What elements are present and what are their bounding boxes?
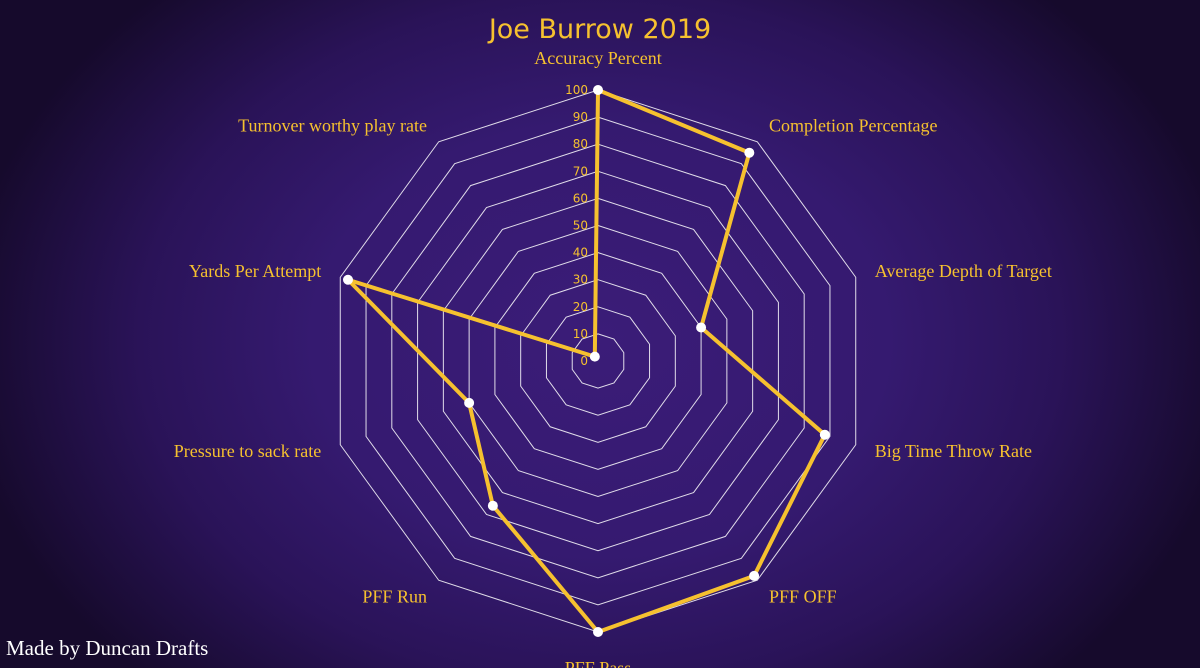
tick-label-50: 50 <box>573 219 588 233</box>
axis-label-accuracy-percent: Accuracy Percent <box>534 48 661 68</box>
data-point-average-depth-of-target <box>696 322 707 333</box>
tick-label-100: 100 <box>565 83 588 97</box>
data-point-yards-per-attempt <box>342 274 353 285</box>
data-point-pff-pass <box>593 627 603 637</box>
tick-label-10: 10 <box>573 327 588 341</box>
axis-label-big-time-throw-rate: Big Time Throw Rate <box>875 441 1032 461</box>
tick-label-60: 60 <box>573 191 588 205</box>
axis-label-pff-run: PFF Run <box>362 586 427 606</box>
axis-label-turnover-worthy-play-rate: Turnover worthy play rate <box>238 116 427 136</box>
tick-label-70: 70 <box>573 164 588 178</box>
grid-ring-40 <box>494 252 702 470</box>
axis-label-pff-off: PFF OFF <box>769 586 837 606</box>
axis-label-completion-percentage: Completion Percentage <box>769 116 937 136</box>
tick-label-20: 20 <box>573 300 588 314</box>
data-point-pff-run <box>487 500 498 511</box>
data-point-pff-off <box>749 570 760 581</box>
tick-label-90: 90 <box>573 110 588 124</box>
grid-ring-80 <box>391 143 805 579</box>
tick-label-0: 0 <box>580 354 588 368</box>
data-point-turnover-worthy-play-rate <box>589 351 600 362</box>
grid-ring-50 <box>468 224 728 498</box>
grid-ring-30 <box>520 279 676 443</box>
data-point-pressure-to-sack-rate <box>464 397 475 408</box>
grid-ring-20 <box>545 306 651 416</box>
axis-label-average-depth-of-target: Average Depth of Target <box>875 261 1052 281</box>
tick-label-30: 30 <box>573 273 588 287</box>
grid-ring-10 <box>571 333 625 389</box>
grid-ring-90 <box>365 116 831 606</box>
grid-ring-70 <box>417 170 779 552</box>
axis-label-pressure-to-sack-rate: Pressure to sack rate <box>174 441 321 461</box>
axis-label-pff-pass: PFF Pass <box>565 658 632 668</box>
grid-ring-60 <box>442 197 754 525</box>
data-point-big-time-throw-rate <box>819 429 830 440</box>
tick-label-80: 80 <box>573 137 588 151</box>
data-point-completion-percentage <box>744 147 755 158</box>
credit-text: Made by Duncan Drafts <box>6 636 209 660</box>
chart-title: Joe Burrow 2019 <box>488 14 712 45</box>
tick-label-40: 40 <box>573 246 588 260</box>
axis-label-yards-per-attempt: Yards Per Attempt <box>189 261 321 281</box>
data-point-accuracy-percent <box>593 85 603 95</box>
